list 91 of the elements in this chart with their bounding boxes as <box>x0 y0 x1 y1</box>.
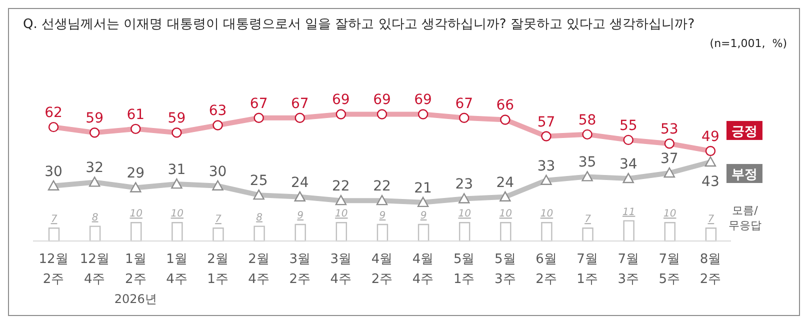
x-tick-label: 12월 4주 <box>80 252 110 287</box>
x-tick-label: 5월 1주 <box>453 252 475 287</box>
data-label: 62 <box>44 105 62 122</box>
data-label: 63 <box>208 103 227 120</box>
bar <box>541 222 552 242</box>
x-tick-label: 4월 2주 <box>371 252 393 287</box>
bar <box>336 222 348 242</box>
data-label: 10 <box>458 208 471 220</box>
bar <box>212 228 224 242</box>
text: (n=1,001, %) <box>710 37 787 50</box>
data-label: 69 <box>332 92 350 108</box>
x-tick-label: 7월 3주 <box>618 252 639 287</box>
x-tick-label: 5월 3주 <box>494 252 516 287</box>
data-label: 24 <box>496 174 514 191</box>
data-label: 8 <box>92 212 98 224</box>
bar <box>89 226 101 242</box>
data-label: 37 <box>660 151 678 168</box>
data-label: 67 <box>290 96 309 112</box>
bar <box>294 224 306 242</box>
text: 2026년 <box>114 292 157 306</box>
data-label: 7 <box>215 214 222 226</box>
data-label: 7 <box>584 214 592 226</box>
x-tick-label: 6월 2주 <box>536 252 557 287</box>
bar <box>623 220 634 242</box>
data-label: 21 <box>414 180 432 196</box>
data-label: 67 <box>455 96 474 112</box>
data-label: 30 <box>208 164 227 180</box>
x-tick-label: 3월 4주 <box>330 252 352 287</box>
x-tick-label: 3월 2주 <box>289 252 311 287</box>
bar <box>254 226 265 242</box>
data-label: 53 <box>660 122 678 138</box>
bar <box>418 224 430 242</box>
data-label: 10 <box>540 208 554 220</box>
data-label: 8 <box>256 212 262 224</box>
series-label: 모름/무응답 <box>728 204 762 232</box>
bar <box>664 222 676 242</box>
x-tick-label: 7월 1주 <box>576 252 598 287</box>
data-label: 34 <box>619 156 638 173</box>
data-label: 55 <box>619 118 638 134</box>
data-label: 33 <box>537 158 556 174</box>
bar <box>376 224 388 242</box>
bar <box>48 228 60 242</box>
data-label: 69 <box>414 92 432 108</box>
bar <box>130 222 142 242</box>
data-label: 59 <box>86 110 104 127</box>
data-label: 10 <box>170 208 184 220</box>
data-label: 11 <box>622 206 636 218</box>
data-label: 69 <box>373 92 391 108</box>
data-label: 23 <box>455 176 474 193</box>
data-label: 9 <box>297 210 304 222</box>
bar <box>582 228 594 242</box>
x-tick-label: 4월 4주 <box>412 252 434 287</box>
chart-title: Q. 선생님께서는 이재명 대통령이 대통령으로서 일을 잘하고 있다고 생각하십니까? 잘못하고 있다고 생각하십니까? <box>23 16 695 33</box>
data-label: 24 <box>290 174 309 191</box>
data-label: 67 <box>250 96 268 112</box>
data-label: 30 <box>44 164 62 180</box>
x-tick-label: 1월 2주 <box>125 252 146 287</box>
data-label: 25 <box>250 173 268 190</box>
data-label: 9 <box>379 210 386 222</box>
x-tick-label: 12월 2주 <box>38 252 68 287</box>
data-label: 59 <box>168 110 186 127</box>
data-label: 7 <box>50 214 58 226</box>
data-label: 7 <box>708 214 715 226</box>
bar <box>500 222 512 242</box>
data-label: 10 <box>499 208 512 220</box>
x-tick-label: 7월 5주 <box>658 252 680 287</box>
bar <box>172 222 183 242</box>
data-label: 29 <box>126 166 145 182</box>
data-label: 57 <box>537 114 556 130</box>
data-label: 66 <box>496 98 514 114</box>
series-label: 긍정 <box>731 124 758 140</box>
x-tick-label: 1월 4주 <box>166 252 188 287</box>
data-label: 10 <box>130 208 142 220</box>
data-label: 61 <box>126 106 145 123</box>
data-label: 9 <box>420 210 427 222</box>
bar <box>705 228 717 242</box>
data-label: 10 <box>664 208 676 220</box>
data-label: 32 <box>86 160 104 176</box>
data-label: 58 <box>578 112 596 128</box>
x-tick-label: 8월 2주 <box>700 252 722 287</box>
data-label: 31 <box>168 162 186 178</box>
series-label: 부정 <box>731 167 758 182</box>
data-label: 22 <box>373 178 391 195</box>
data-label: 43 <box>702 174 720 190</box>
x-tick-label: 2월 1주 <box>207 252 228 287</box>
x-tick-label: 2월 4주 <box>248 252 270 287</box>
data-label: 49 <box>702 128 720 145</box>
data-label: 35 <box>578 154 596 171</box>
data-label: 10 <box>335 208 348 220</box>
data-label: 22 <box>332 178 350 195</box>
bar <box>458 222 470 242</box>
